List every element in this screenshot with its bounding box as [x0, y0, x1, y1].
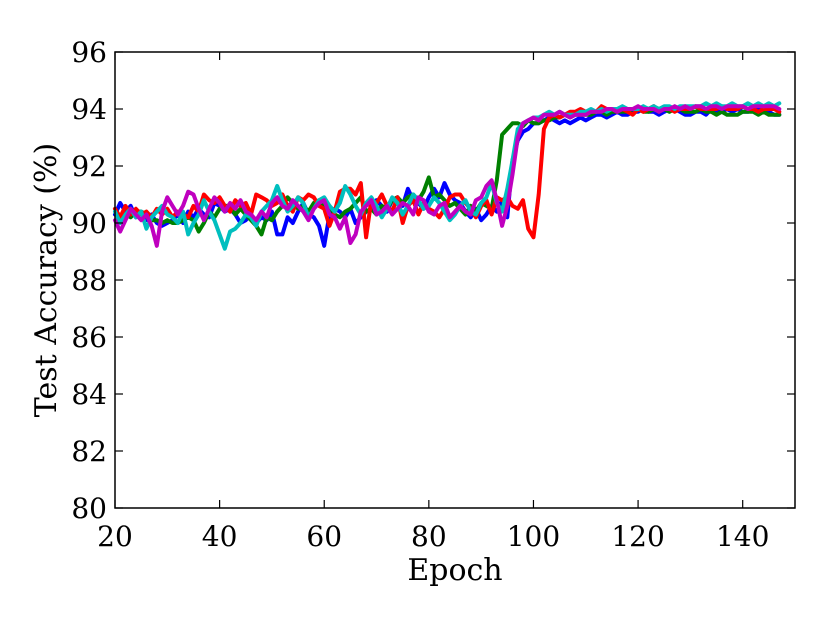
- x-tick-label: 60: [306, 520, 342, 553]
- plot-frame: [114, 51, 796, 509]
- x-tick-label: 80: [411, 520, 447, 553]
- x-tick-label: 140: [716, 520, 769, 553]
- y-tick-label: 96: [71, 36, 107, 69]
- y-axis-title: Test Accuracy (%): [29, 143, 64, 417]
- y-tick-label: 94: [71, 93, 107, 126]
- y-tick-label: 84: [71, 378, 107, 411]
- x-tick-label: 40: [202, 520, 238, 553]
- y-tick-label: 92: [71, 150, 107, 183]
- y-tick-label: 88: [71, 264, 107, 297]
- y-tick-label: 82: [71, 435, 107, 468]
- x-tick-label: 100: [507, 520, 560, 553]
- tick-labels: 20 40 60 80 100 120 140 80 82 84 86 88 90 92 94 96: [71, 36, 769, 553]
- series-line-5: [113, 104, 782, 248]
- ticks-layer: [114, 51, 795, 509]
- series-layer: [113, 101, 782, 251]
- series-line-4: [113, 101, 782, 251]
- x-tick-label: 20: [97, 520, 133, 553]
- y-tick-label: 86: [71, 321, 107, 354]
- y-tick-label: 90: [71, 207, 107, 240]
- y-tick-label: 80: [71, 492, 107, 525]
- x-axis-title: Epoch: [407, 553, 502, 588]
- x-tick-label: 120: [611, 520, 664, 553]
